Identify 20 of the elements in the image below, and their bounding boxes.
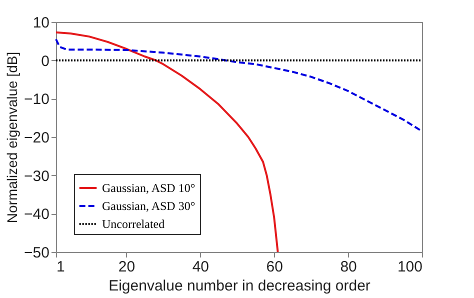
y-tick-label: 0 bbox=[41, 52, 50, 70]
y-tick-label: −40 bbox=[24, 206, 50, 224]
y-tick-label: −10 bbox=[24, 91, 50, 108]
x-tick-label: 100 bbox=[397, 258, 422, 276]
x-axis-title: Eigenvalue number in decreasing order bbox=[108, 278, 370, 294]
x-tick-label: 40 bbox=[192, 258, 210, 276]
x-tick-label: 1 bbox=[56, 258, 65, 276]
x-tick-label: 80 bbox=[340, 258, 357, 276]
y-tick-label: −50 bbox=[24, 244, 50, 262]
y-tick-label: −30 bbox=[24, 168, 50, 185]
y-tick-label: 10 bbox=[32, 14, 50, 32]
line-series bbox=[55, 38, 423, 132]
legend-label: Gaussian, ASD 10° bbox=[102, 181, 196, 195]
legend-label: Gaussian, ASD 30° bbox=[102, 199, 196, 213]
line-series bbox=[55, 31, 279, 253]
x-tick-label: 60 bbox=[266, 258, 283, 276]
y-axis-title: Normalized eigenvalue [dB] bbox=[4, 52, 20, 224]
legend-label: Uncorrelated bbox=[102, 217, 165, 231]
x-tick-label: 20 bbox=[118, 258, 136, 276]
y-tick-label: −20 bbox=[24, 130, 50, 146]
